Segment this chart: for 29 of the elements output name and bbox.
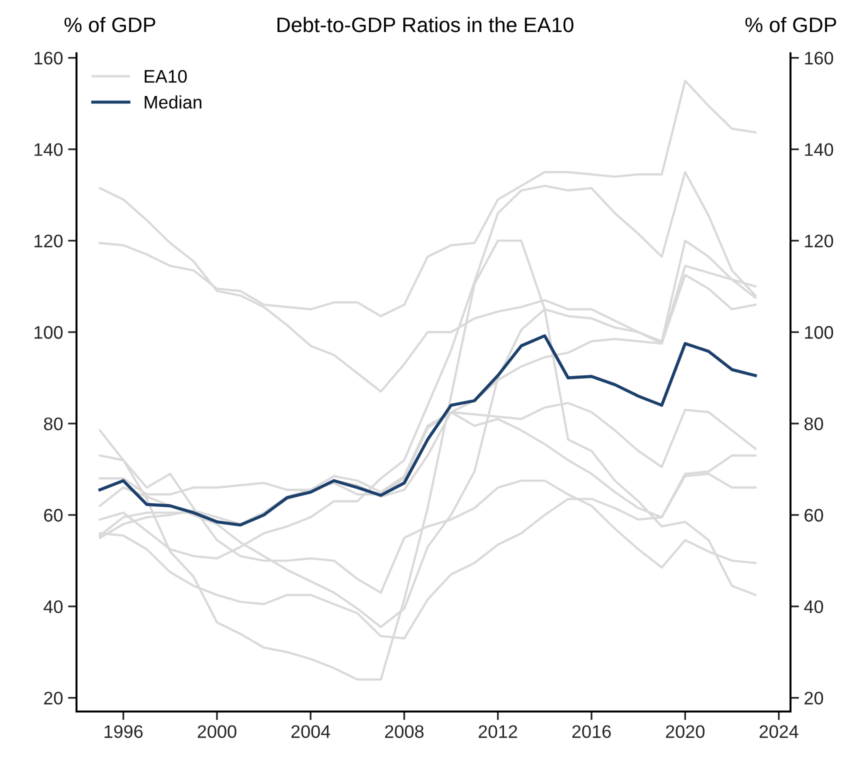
y2-tick-label: 80 — [804, 417, 824, 430]
y-tick-label: 160 — [34, 52, 63, 65]
y2-tick-label: 120 — [805, 234, 834, 248]
y-axis-title: % of GDP — [64, 16, 156, 32]
y2-tick-label: 160 — [805, 52, 834, 65]
x-tick-label: 1996 — [104, 725, 143, 738]
y2-tick-label: 140 — [805, 143, 834, 156]
y-tick-label: 40 — [44, 600, 63, 614]
y-tick-label: 80 — [44, 417, 63, 430]
x-tick-label: 2020 — [666, 725, 705, 738]
y-tick-label: 120 — [34, 234, 63, 248]
y2-tick-label: 40 — [804, 600, 824, 614]
y2-tick-label: 20 — [804, 692, 824, 705]
y-tick-label: 140 — [34, 143, 63, 156]
y-tick-label: 60 — [44, 508, 63, 522]
x-tick-label: 2012 — [478, 725, 518, 738]
chart-title: Debt-to-GDP Ratios in the EA10 — [278, 16, 574, 32]
y-tick-label: 100 — [34, 326, 63, 339]
y2-tick-label: 60 — [804, 508, 824, 522]
x-tick-label: 2024 — [760, 725, 798, 738]
x-tick-label: 2016 — [572, 725, 611, 738]
x-tick-label: 2008 — [385, 725, 424, 738]
y2-axis-title: % of GDP — [745, 16, 836, 32]
y-tick-label: 20 — [44, 692, 63, 705]
legend-label: EA10 — [144, 70, 187, 83]
x-tick-label: 2004 — [291, 725, 330, 738]
y2-tick-label: 100 — [805, 326, 834, 339]
x-tick-label: 2000 — [198, 725, 236, 738]
legend-label: Median — [144, 95, 202, 109]
